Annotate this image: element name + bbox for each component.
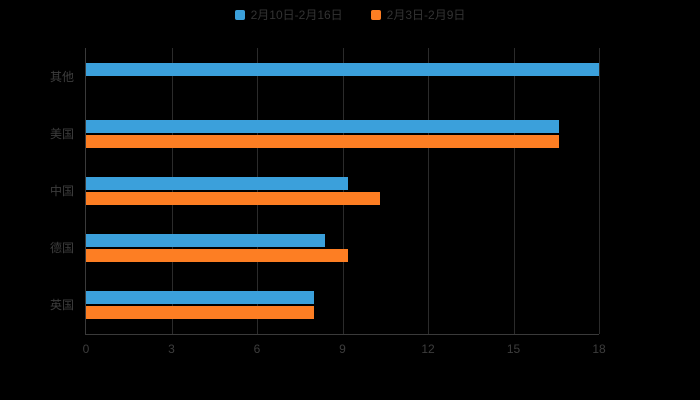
category-label: 其他 xyxy=(49,69,74,84)
bar-series2[interactable] xyxy=(86,306,314,320)
x-tick-label: 12 xyxy=(421,342,435,356)
bar-series1[interactable] xyxy=(86,291,314,305)
bar-series1[interactable] xyxy=(86,177,349,190)
bar-series2[interactable] xyxy=(86,249,349,263)
bar-series1[interactable] xyxy=(86,234,326,248)
gridline-x-9 xyxy=(342,48,344,334)
x-tick-label: 18 xyxy=(592,342,606,356)
x-tick-label: 15 xyxy=(506,342,521,356)
category-label: 英国 xyxy=(49,298,74,313)
gridline-x-3 xyxy=(171,48,173,334)
legend-marker-orange-icon xyxy=(370,10,381,20)
legend: 2月10日-2月16日 2月3日-2月9日 xyxy=(0,8,700,22)
gridline-x-15 xyxy=(513,48,515,334)
bar-series1[interactable] xyxy=(86,62,599,76)
x-tick-label: 0 xyxy=(82,342,90,356)
legend-label-week1: 2月3日-2月9日 xyxy=(386,8,466,22)
legend-label-week2: 2月10日-2月16日 xyxy=(250,8,343,22)
bar-series1[interactable] xyxy=(86,119,560,133)
bar-series2[interactable] xyxy=(86,134,560,148)
legend-item-week2[interactable]: 2月10日-2月16日 xyxy=(234,8,343,22)
gridline-x-12 xyxy=(428,48,429,334)
category-label: 德国 xyxy=(49,241,74,256)
bar-series2[interactable] xyxy=(86,192,380,205)
plot-area: 0 3 6 9 12 15 18 其他美国中国德国英国 xyxy=(50,48,606,356)
x-tick-label: 6 xyxy=(253,342,261,356)
category-label: 中国 xyxy=(49,184,74,198)
gridline-x-6 xyxy=(257,48,258,334)
legend-marker-blue-icon xyxy=(234,10,245,20)
category-label: 美国 xyxy=(49,126,74,141)
legend-item-week1[interactable]: 2月3日-2月9日 xyxy=(370,8,466,22)
x-tick-label: 9 xyxy=(339,342,346,356)
gridline-x-18 xyxy=(599,48,600,334)
x-tick-label: 3 xyxy=(168,342,175,356)
